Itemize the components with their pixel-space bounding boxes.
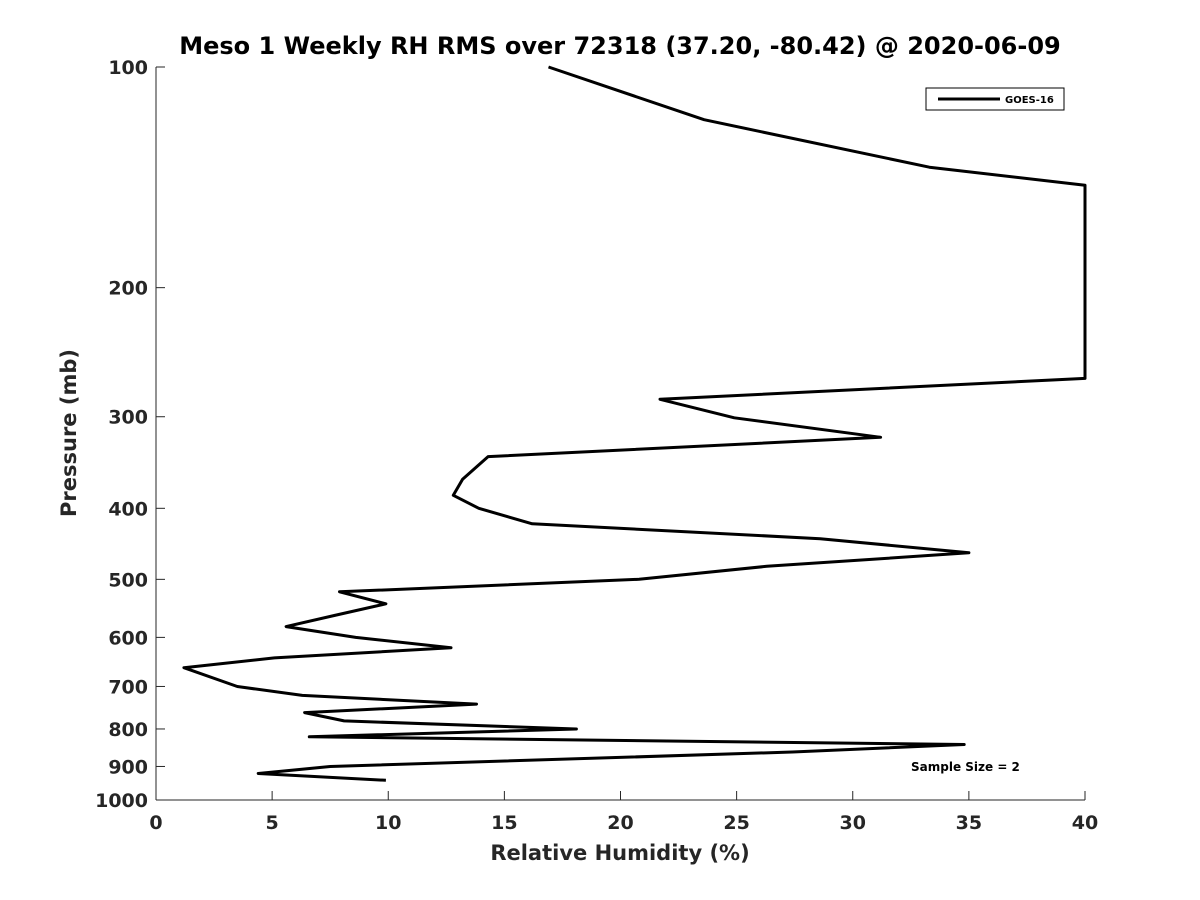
- x-tick-label: 5: [266, 812, 279, 834]
- y-tick-label: 200: [108, 278, 148, 300]
- y-tick-label: 300: [108, 407, 148, 429]
- x-axis-label: Relative Humidity (%): [490, 841, 749, 865]
- x-tick-label: 35: [956, 812, 982, 834]
- x-ticks: 0 5 10 15 20 25 30 35 40: [149, 791, 1098, 834]
- y-tick-label: 100: [108, 57, 148, 79]
- legend: GOES-16: [925, 87, 1065, 111]
- series-line-goes-16: [182, 65, 1087, 782]
- sample-size-annotation: Sample Size = 2: [911, 760, 1020, 774]
- x-tick-label: 30: [840, 812, 866, 834]
- y-tick-label: 800: [108, 719, 148, 741]
- chart-title: Meso 1 Weekly RH RMS over 72318 (37.20, …: [179, 32, 1061, 60]
- y-axis-label: Pressure (mb): [57, 349, 81, 517]
- x-tick-label: 25: [723, 812, 749, 834]
- series-layer: [182, 65, 1087, 782]
- y-tick-label: 400: [108, 498, 148, 520]
- y-tick-label: 500: [108, 569, 148, 591]
- y-tick-label: 1000: [95, 790, 148, 812]
- legend-entry-label: GOES-16: [1005, 95, 1054, 106]
- y-tick-label: 900: [108, 756, 148, 778]
- y-tick-label: 600: [108, 627, 148, 649]
- x-tick-label: 15: [491, 812, 517, 834]
- y-tick-label: 700: [108, 676, 148, 698]
- x-tick-label: 0: [149, 812, 162, 834]
- x-tick-label: 40: [1072, 812, 1098, 834]
- x-tick-label: 10: [375, 812, 401, 834]
- plot-area: [155, 67, 1085, 801]
- y-ticks: 100 200 300 400 500 600 700 800 900 1000: [95, 57, 165, 812]
- x-tick-label: 20: [607, 812, 633, 834]
